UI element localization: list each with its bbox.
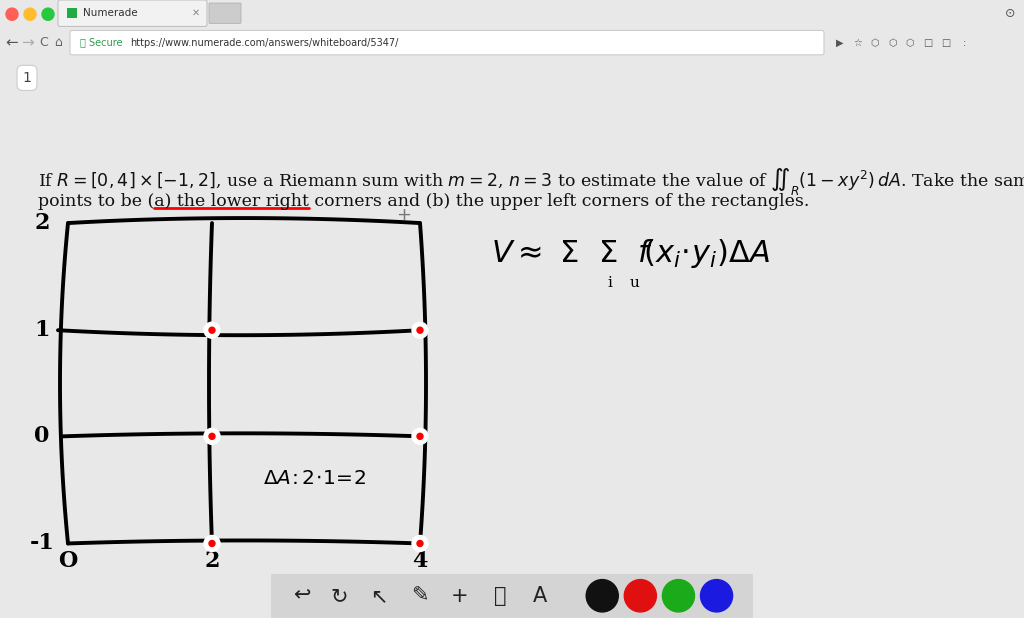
Text: ▶: ▶ [837, 38, 844, 48]
Text: -1: -1 [30, 533, 54, 554]
Text: 2: 2 [34, 212, 50, 234]
Circle shape [204, 322, 220, 338]
Circle shape [24, 8, 36, 20]
Circle shape [209, 327, 215, 333]
Circle shape [204, 428, 220, 444]
Circle shape [412, 535, 428, 551]
Circle shape [204, 535, 220, 551]
Circle shape [417, 327, 423, 333]
Circle shape [663, 580, 694, 612]
Text: :: : [963, 38, 966, 48]
Text: ⬡: ⬡ [906, 38, 914, 48]
Text: □: □ [924, 38, 933, 48]
Bar [67, 8, 77, 19]
Circle shape [417, 541, 423, 546]
Text: u: u [630, 276, 640, 290]
Text: 1: 1 [23, 71, 32, 85]
Text: ⬡: ⬡ [889, 38, 897, 48]
FancyBboxPatch shape [209, 3, 241, 23]
Text: 1: 1 [34, 320, 50, 341]
Text: 2: 2 [204, 551, 220, 572]
Circle shape [42, 8, 54, 20]
FancyBboxPatch shape [70, 30, 824, 55]
Text: +: + [396, 206, 412, 224]
Text: 🔒 Secure: 🔒 Secure [80, 38, 123, 48]
FancyBboxPatch shape [269, 572, 755, 618]
Text: ←: ← [5, 35, 18, 50]
Text: +: + [451, 586, 469, 606]
Circle shape [700, 580, 732, 612]
Text: ⊙: ⊙ [1005, 7, 1015, 20]
Text: 4: 4 [413, 551, 428, 572]
Circle shape [6, 8, 18, 20]
Text: □: □ [941, 38, 950, 48]
Circle shape [412, 322, 428, 338]
Text: ⬡: ⬡ [870, 38, 880, 48]
Text: i: i [607, 276, 612, 290]
Text: https://www.numerade.com/answers/whiteboard/5347/: https://www.numerade.com/answers/whitebo… [130, 38, 398, 48]
Text: →: → [22, 35, 35, 50]
Text: ↻: ↻ [331, 586, 348, 606]
Circle shape [412, 428, 428, 444]
Circle shape [625, 580, 656, 612]
Text: 0: 0 [35, 425, 50, 447]
Text: $\Delta A\!:2\!\cdot\!1\!=\!2$: $\Delta A\!:2\!\cdot\!1\!=\!2$ [263, 469, 367, 488]
Text: A: A [532, 586, 547, 606]
Text: ⌂: ⌂ [54, 36, 61, 49]
Text: If $R = [0, 4] \times [-1, 2]$, use a Riemann sum with $m = 2$, $n = 3$ to estim: If $R = [0, 4] \times [-1, 2]$, use a Ri… [38, 166, 1024, 197]
Circle shape [209, 541, 215, 546]
Text: ✎: ✎ [411, 586, 428, 606]
Circle shape [586, 580, 618, 612]
Circle shape [417, 433, 423, 439]
Text: ⧄: ⧄ [494, 586, 506, 606]
Text: ☆: ☆ [854, 38, 862, 48]
Text: ↩: ↩ [293, 586, 310, 606]
Text: points to be (a) the lower right corners and (b) the upper left corners of the r: points to be (a) the lower right corners… [38, 193, 809, 210]
FancyBboxPatch shape [58, 0, 207, 27]
Text: O: O [58, 551, 78, 572]
Text: ↖: ↖ [370, 586, 387, 606]
Text: $V \approx\ \Sigma\ \ \Sigma\ \ f\!(x_i\!\cdot\!y_i)\Delta A$: $V \approx\ \Sigma\ \ \Sigma\ \ f\!(x_i\… [490, 237, 769, 269]
Text: ✕: ✕ [191, 8, 200, 18]
Text: Numerade: Numerade [83, 8, 137, 18]
Circle shape [209, 433, 215, 439]
Text: C: C [40, 36, 48, 49]
